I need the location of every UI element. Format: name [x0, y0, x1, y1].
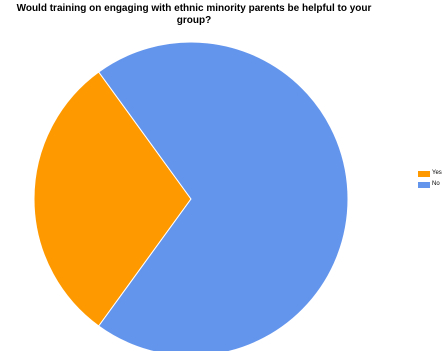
- chart-title: Would training on engaging with ethnic m…: [16, 3, 372, 26]
- pie-slice-yes: [33, 71, 192, 327]
- legend-item-no: No: [418, 179, 442, 190]
- legend: Yes No: [418, 168, 442, 190]
- legend-swatch-no: [418, 181, 430, 188]
- legend-label-yes: Yes: [432, 170, 442, 176]
- legend-label-no: No: [432, 181, 440, 187]
- legend-item-yes: Yes: [418, 168, 442, 179]
- legend-swatch-yes: [418, 170, 430, 177]
- pie-slice-no: [98, 41, 349, 351]
